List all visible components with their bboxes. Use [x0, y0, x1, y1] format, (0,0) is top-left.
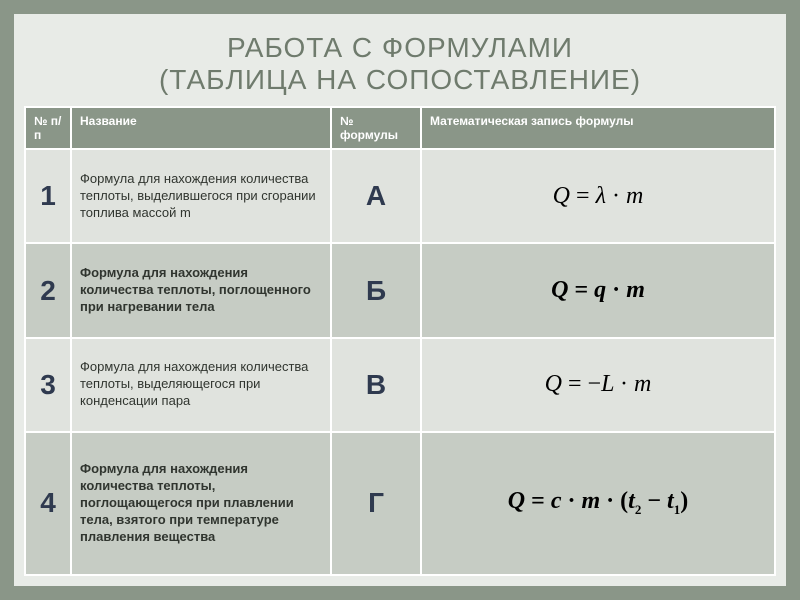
row-number: 1 — [25, 149, 71, 243]
th-formula: Математическая запись формулы — [421, 107, 775, 149]
title-line-2: (ТАБЛИЦА НА СОПОСТАВЛЕНИЕ) — [159, 64, 641, 95]
title-line-1: РАБОТА С ФОРМУЛАМИ — [227, 32, 573, 63]
row-description: Формула для нахождения количества теплот… — [71, 243, 331, 337]
formula-table: № п/п Название № формулы Математическая … — [24, 106, 776, 576]
table-header-row: № п/п Название № формулы Математическая … — [25, 107, 775, 149]
table-row: 3Формула для нахождения количества тепло… — [25, 338, 775, 432]
row-formula-letter: Б — [331, 243, 421, 337]
table-row: 4Формула для нахождения количества тепло… — [25, 432, 775, 575]
table-row: 2Формула для нахождения количества тепло… — [25, 243, 775, 337]
row-description: Формула для нахождения количества теплот… — [71, 149, 331, 243]
row-number: 4 — [25, 432, 71, 575]
th-num: № п/п — [25, 107, 71, 149]
row-description: Формула для нахождения количества теплот… — [71, 338, 331, 432]
slide-frame: РАБОТА С ФОРМУЛАМИ (ТАБЛИЦА НА СОПОСТАВЛ… — [0, 0, 800, 600]
th-fnum: № формулы — [331, 107, 421, 149]
row-formula: Q = λ · m — [421, 149, 775, 243]
table-row: 1Формула для нахождения количества тепло… — [25, 149, 775, 243]
row-number: 3 — [25, 338, 71, 432]
th-name: Название — [71, 107, 331, 149]
row-formula-letter: В — [331, 338, 421, 432]
row-formula: Q = q · m — [421, 243, 775, 337]
row-formula-letter: Г — [331, 432, 421, 575]
row-formula-letter: А — [331, 149, 421, 243]
slide-title: РАБОТА С ФОРМУЛАМИ (ТАБЛИЦА НА СОПОСТАВЛ… — [24, 32, 776, 96]
row-formula: Q = c · m · (t2 − t1) — [421, 432, 775, 575]
row-description: Формула для нахождения количества теплот… — [71, 432, 331, 575]
row-formula: Q = −L · m — [421, 338, 775, 432]
slide-inner: РАБОТА С ФОРМУЛАМИ (ТАБЛИЦА НА СОПОСТАВЛ… — [14, 14, 786, 586]
table-body: 1Формула для нахождения количества тепло… — [25, 149, 775, 575]
row-number: 2 — [25, 243, 71, 337]
